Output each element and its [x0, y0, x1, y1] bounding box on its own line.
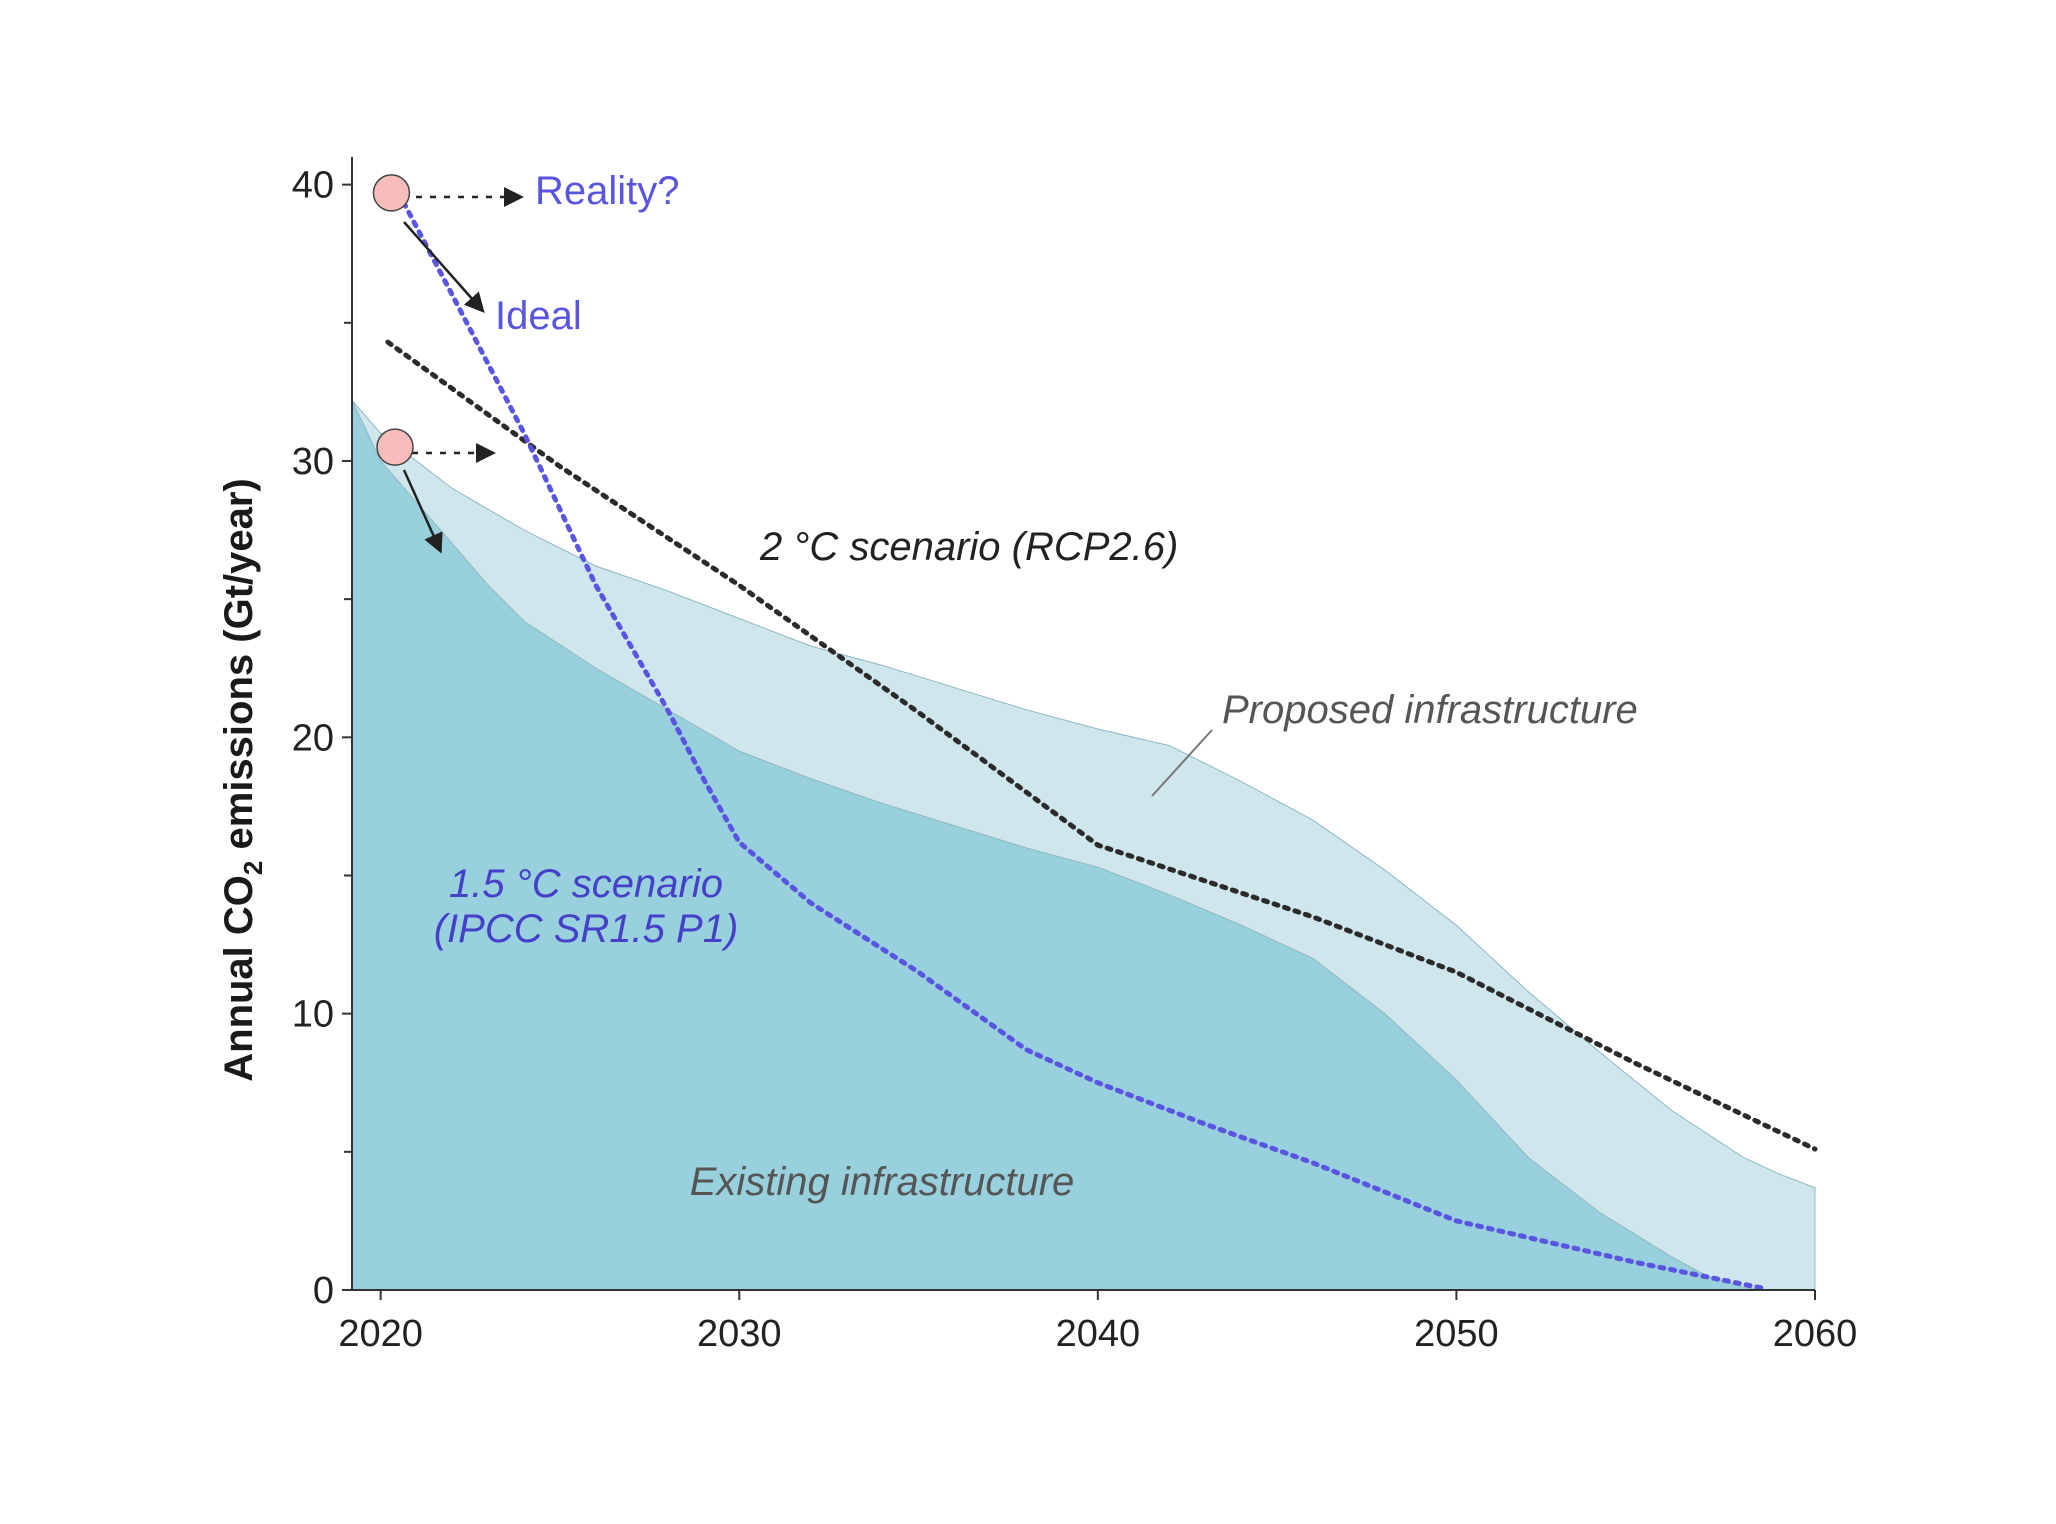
y-axis-label-main: Annual CO: [217, 875, 261, 1082]
area-layer: [351, 398, 1816, 1291]
annotation-proposed-infrastructure: Proposed infrastructure: [1222, 688, 1638, 732]
area-existing-infrastructure: [351, 399, 1765, 1291]
line-1-5-c-scenario-ipcc-sr1-5-p1: [396, 190, 1768, 1292]
x-tick-label-2040: 2040: [1056, 1313, 1141, 1355]
x-tick-label-2060: 2060: [1773, 1313, 1858, 1355]
y-tick-label-30: 30: [292, 441, 334, 483]
y-tick-label-20: 20: [292, 717, 334, 759]
annotation-existing-infrastructure: Existing infrastructure: [690, 1160, 1075, 1204]
y-tick-label-40: 40: [292, 165, 334, 207]
y-axis-label: Annual CO2 emissions (Gt/year): [217, 478, 268, 1082]
arrow-30-down: [402, 469, 443, 554]
proposed-leader-line: [1151, 729, 1213, 797]
marker-layer: [372, 174, 414, 466]
annotation-reality: Reality?: [535, 169, 680, 213]
annotation-15c-scenario-line1: 1.5 °C scenario: [449, 862, 723, 906]
annotation-ideal: Ideal: [495, 294, 582, 338]
y-axis-label-tail: emissions (Gt/year): [217, 478, 261, 860]
annotation-2c-scenario: 2 °C scenario (RCP2.6): [759, 525, 1178, 569]
line-2-c-scenario-rcp2-6: [385, 339, 1818, 1152]
arrow-layer: [402, 187, 524, 554]
y-axis-label-subscript: 2: [238, 861, 268, 875]
y-tick-label-10: 10: [292, 994, 334, 1036]
y-tick-label-0: 0: [313, 1270, 334, 1312]
x-tick-label-2050: 2050: [1414, 1313, 1499, 1355]
x-tick-label-2030: 2030: [697, 1313, 782, 1355]
marker-start-30: [376, 428, 414, 466]
x-tick-label-2020: 2020: [338, 1313, 423, 1355]
annotation-15c-scenario-line2: (IPCC SR1.5 P1): [434, 907, 739, 951]
arrow-ideal: [403, 221, 485, 313]
line-layer: [385, 190, 1818, 1292]
marker-start-40: [372, 174, 411, 212]
